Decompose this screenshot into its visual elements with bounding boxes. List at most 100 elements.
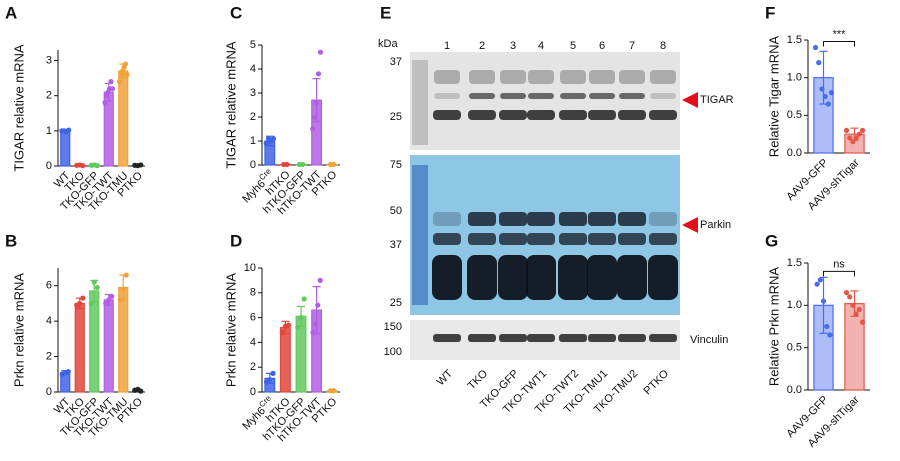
band	[467, 255, 497, 300]
lane-number: 6	[599, 40, 605, 52]
bracket	[824, 271, 855, 276]
band	[649, 212, 677, 226]
data-point	[331, 388, 336, 393]
band	[469, 70, 495, 84]
y-tick-label: 8	[250, 287, 256, 299]
panel-label: F	[765, 3, 775, 22]
lane-label: PTKO	[642, 367, 672, 397]
data-point	[109, 294, 114, 299]
band	[587, 255, 617, 300]
band	[528, 70, 554, 84]
annotation: ***	[833, 28, 847, 40]
band	[649, 233, 677, 245]
data-point	[121, 287, 126, 292]
bar	[75, 303, 84, 392]
data-point	[310, 330, 315, 335]
y-tick-label: 1.0	[787, 299, 802, 311]
band	[433, 110, 461, 120]
panel-label: G	[765, 231, 778, 250]
data-point	[102, 100, 107, 105]
data-point	[821, 299, 826, 304]
data-point	[95, 285, 100, 290]
band	[559, 334, 587, 342]
data-point	[819, 86, 824, 91]
unit: kDa	[378, 38, 398, 50]
data-point	[860, 128, 865, 133]
data-point	[66, 128, 71, 133]
data-point	[331, 162, 336, 167]
y-tick-label: 2	[250, 111, 256, 123]
data-point	[850, 303, 855, 308]
band	[498, 255, 528, 300]
data-point	[267, 377, 272, 382]
band	[560, 93, 586, 99]
y-tick-label: 4	[46, 315, 52, 327]
band	[500, 93, 526, 99]
band	[559, 233, 587, 245]
data-point	[318, 50, 323, 55]
y-tick-label: 0.0	[787, 384, 802, 396]
marker-label: 37	[390, 239, 402, 251]
target-label: Vinculin	[690, 334, 728, 346]
band	[469, 93, 495, 99]
data-point	[118, 297, 123, 302]
band	[588, 212, 616, 226]
data-point	[818, 277, 823, 282]
data-point	[844, 290, 849, 295]
band	[588, 233, 616, 245]
y-tick-label: 3	[250, 87, 256, 99]
data-point	[124, 272, 129, 277]
panel-label: E	[380, 3, 391, 22]
lane-number: 2	[479, 40, 485, 52]
data-point	[138, 162, 143, 167]
band	[499, 212, 527, 226]
y-axis-label: TIGAR relative mRNA	[223, 41, 238, 168]
bar	[90, 291, 99, 392]
band	[499, 334, 527, 342]
y-axis-label: TIGAR relative mRNA	[11, 44, 26, 171]
y-tick-label: 3	[46, 54, 52, 66]
blot-tigar	[410, 52, 680, 150]
band	[589, 93, 615, 99]
y-tick-label: 2	[250, 361, 256, 373]
y-tick-label: 6	[250, 312, 256, 324]
band	[526, 255, 556, 300]
data-point	[857, 307, 862, 312]
band	[618, 334, 646, 342]
band	[560, 70, 586, 84]
y-tick-label: 0	[250, 386, 256, 398]
target-label: TIGAR	[700, 94, 734, 106]
y-tick-label: 1	[250, 135, 256, 147]
band	[649, 110, 677, 120]
band	[500, 70, 526, 84]
band	[649, 334, 677, 342]
band	[648, 255, 678, 300]
band	[527, 334, 555, 342]
lane-number: 7	[629, 40, 635, 52]
y-tick-label: 0.5	[787, 342, 802, 354]
y-tick-label: 5	[250, 39, 256, 51]
data-point	[315, 303, 320, 308]
y-tick-label: 2	[46, 90, 52, 102]
band	[433, 233, 461, 245]
data-point	[295, 325, 300, 330]
data-point	[318, 278, 323, 283]
band	[528, 93, 554, 99]
marker-label: 37	[390, 56, 402, 68]
band	[559, 212, 587, 226]
band	[589, 70, 615, 84]
data-point	[92, 280, 97, 285]
y-axis-label: Relative Tigar mRNA	[766, 35, 781, 157]
y-tick-label: 0	[46, 160, 52, 172]
y-tick-label: 6	[46, 280, 52, 292]
bar	[281, 328, 291, 392]
y-tick-label: 2	[46, 350, 52, 362]
data-point	[89, 301, 94, 306]
band	[468, 212, 496, 226]
data-point	[77, 301, 82, 306]
data-point	[124, 72, 129, 77]
data-point	[264, 141, 269, 146]
lane-label: WT	[435, 367, 456, 388]
lane-number: 1	[444, 40, 450, 52]
data-point	[117, 79, 122, 84]
